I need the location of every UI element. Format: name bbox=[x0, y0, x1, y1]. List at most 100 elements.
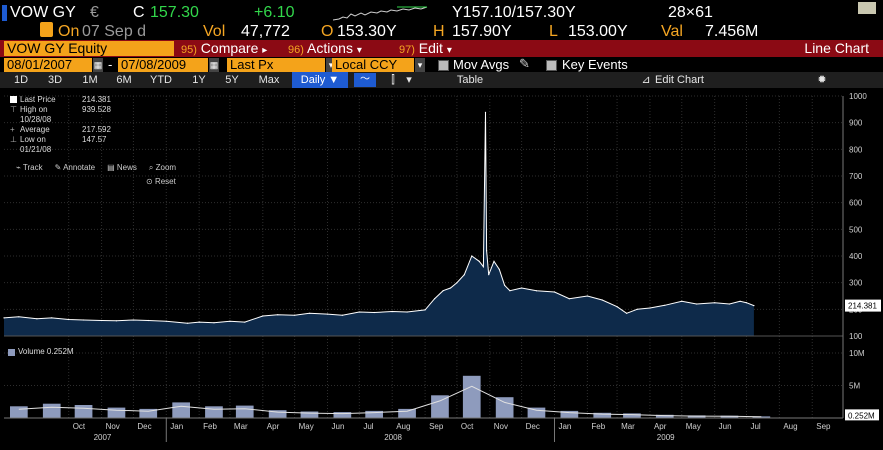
month-tick-label: Sep bbox=[429, 422, 444, 431]
volume-bar bbox=[107, 407, 126, 418]
volume-bar bbox=[623, 413, 641, 418]
key-events-checkbox[interactable] bbox=[546, 60, 557, 71]
price-point bbox=[509, 290, 511, 292]
month-tick-label: Jun bbox=[719, 422, 732, 431]
price-point bbox=[68, 318, 70, 321]
news-tool[interactable]: ▤ News bbox=[107, 163, 137, 173]
actions-label: Actions bbox=[307, 40, 353, 56]
price-tick-label: 500 bbox=[849, 225, 863, 234]
table-button[interactable]: Table bbox=[456, 74, 484, 86]
last-price: 157.30 bbox=[150, 4, 199, 21]
tab-1d[interactable]: 1D bbox=[13, 74, 29, 86]
price-tick-label: 1000 bbox=[849, 92, 867, 101]
on-label: On bbox=[58, 23, 80, 40]
price-point bbox=[406, 311, 408, 313]
month-tick-label: Aug bbox=[396, 422, 410, 431]
volume-bar bbox=[300, 411, 319, 418]
month-tick-label: May bbox=[686, 422, 701, 431]
open-label: O bbox=[321, 23, 334, 40]
price-point bbox=[165, 320, 167, 322]
price-point bbox=[486, 250, 488, 252]
open-value: 153.30Y bbox=[337, 23, 397, 40]
tab-1y[interactable]: 1Y bbox=[192, 74, 206, 86]
bar-chart-icon[interactable]: ⫿ bbox=[391, 74, 395, 86]
price-point bbox=[449, 287, 452, 289]
line-chart-icon[interactable]: 〜 bbox=[354, 73, 376, 87]
track-label: Track bbox=[22, 163, 43, 172]
annotate-tool[interactable]: ✎ Annotate bbox=[55, 163, 96, 173]
volume-series bbox=[10, 375, 771, 419]
volume-bar bbox=[333, 412, 352, 418]
month-tick-label: Nov bbox=[106, 422, 120, 431]
ticker[interactable]: VOW GY bbox=[10, 4, 76, 21]
window-tab-icon[interactable] bbox=[858, 2, 876, 14]
edit-chart-button[interactable]: Edit Chart bbox=[655, 74, 704, 86]
chart-style-dropdown-icon[interactable]: ▾ bbox=[406, 74, 412, 86]
edit-chart-icon[interactable]: ⊿ bbox=[641, 74, 651, 86]
security-field[interactable]: VOW GY Equity bbox=[4, 41, 174, 56]
tab-1m[interactable]: 1M bbox=[82, 74, 98, 86]
volume-bar bbox=[268, 410, 287, 418]
price-point bbox=[498, 268, 500, 270]
price-point bbox=[391, 310, 393, 313]
start-date-calendar-icon[interactable]: ▦ bbox=[93, 58, 103, 72]
actions-menu[interactable]: 96) Actions ▾ bbox=[288, 40, 362, 59]
tab-ytd[interactable]: YTD bbox=[150, 74, 172, 86]
controls-row: 08/01/2007 ▦ - 07/08/2009 ▦ Last Px ▾ Lo… bbox=[0, 57, 883, 72]
volume-bar bbox=[527, 407, 546, 418]
price-point bbox=[326, 313, 329, 315]
price-tick-label: 700 bbox=[849, 172, 863, 181]
tab-6m[interactable]: 6M bbox=[116, 74, 132, 86]
clock-icon[interactable] bbox=[40, 22, 53, 37]
settings-gear-icon[interactable]: ✹ bbox=[817, 74, 827, 86]
price-point bbox=[681, 300, 683, 302]
price-point bbox=[198, 321, 200, 323]
annotate-icon: ✎ bbox=[54, 163, 64, 172]
month-tick-label: Feb bbox=[591, 422, 605, 431]
average-marker-icon: + bbox=[10, 125, 15, 134]
end-date-calendar-icon[interactable]: ▦ bbox=[209, 58, 219, 72]
compare-label: Compare bbox=[200, 40, 259, 56]
currency-select[interactable]: Local CCY bbox=[332, 58, 414, 72]
track-icon: ⌁ bbox=[16, 163, 23, 172]
price-field-select[interactable]: Last Px bbox=[227, 58, 325, 72]
track-tool[interactable]: ⌁ Track bbox=[16, 163, 43, 173]
volume-bar bbox=[560, 410, 579, 418]
compare-menu[interactable]: 95) Compare ▸ bbox=[181, 40, 267, 59]
price-tick-label: 100 bbox=[849, 332, 863, 341]
tab-max[interactable]: Max bbox=[258, 74, 280, 86]
zoom-tool[interactable]: ⌕ Zoom bbox=[149, 163, 176, 173]
price-point bbox=[147, 319, 149, 322]
reset-tool[interactable]: ⊙ Reset bbox=[146, 177, 176, 187]
month-tick-label: Oct bbox=[461, 422, 474, 431]
end-date-field[interactable]: 07/08/2009 bbox=[118, 58, 208, 72]
volume-bar bbox=[431, 395, 449, 419]
price-field-dropdown-icon[interactable]: ▾ bbox=[326, 58, 336, 72]
pencil-icon[interactable]: ✎ bbox=[519, 56, 530, 71]
month-tick-label: Jun bbox=[332, 422, 345, 431]
edit-menu[interactable]: 97) Edit ▾ bbox=[399, 40, 452, 59]
menu-bar: VOW GY Equity 95) Compare ▸ 96) Actions … bbox=[0, 40, 883, 57]
start-date-field[interactable]: 08/01/2007 bbox=[4, 58, 92, 72]
currency-dropdown-icon[interactable]: ▾ bbox=[415, 58, 425, 72]
frequency-select[interactable]: Daily ▼ bbox=[292, 72, 348, 88]
price-point bbox=[601, 299, 603, 301]
volume-bar bbox=[235, 405, 254, 418]
month-tick-label: Aug bbox=[783, 422, 797, 431]
mov-avgs-checkbox[interactable] bbox=[438, 60, 449, 71]
price-tick-label: 400 bbox=[849, 252, 863, 261]
gridlines bbox=[4, 95, 843, 418]
vol-value: 47,772 bbox=[241, 23, 290, 40]
month-tick-label: Dec bbox=[526, 422, 540, 431]
tab-5y[interactable]: 5Y bbox=[225, 74, 239, 86]
mov-avgs-label: Mov Avgs bbox=[453, 57, 510, 72]
volume-bar bbox=[593, 412, 612, 418]
price-volume-chart[interactable]: 1002003004005006007008009001000OctNovDec… bbox=[0, 88, 883, 445]
news-icon: ▤ bbox=[107, 163, 117, 172]
tab-3d[interactable]: 3D bbox=[47, 74, 63, 86]
price-point bbox=[434, 298, 436, 300]
price-point bbox=[83, 319, 85, 321]
legend-value-low: 147.57 bbox=[82, 135, 107, 144]
price-point bbox=[521, 287, 523, 289]
month-tick-label: Oct bbox=[73, 422, 86, 431]
